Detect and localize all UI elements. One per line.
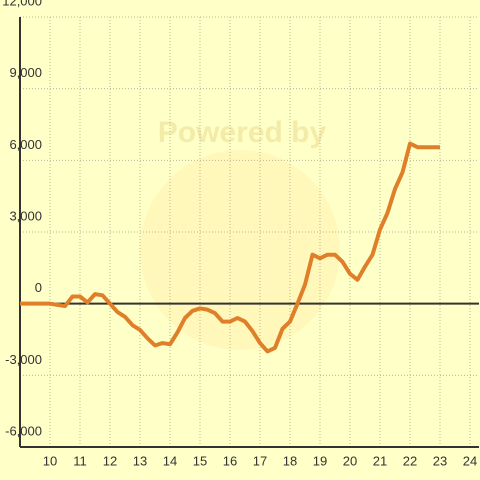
x-tick-label: 20 xyxy=(343,453,357,468)
y-tick-label: -6,000 xyxy=(5,423,42,438)
watermark: Powered by xyxy=(158,116,327,149)
x-tick-label: 11 xyxy=(73,453,87,468)
x-tick-label: 24 xyxy=(463,453,477,468)
x-tick-label: 17 xyxy=(253,453,267,468)
x-tick-label: 18 xyxy=(283,453,297,468)
y-tick-label: 3,000 xyxy=(9,208,42,223)
y-tick-label: 6,000 xyxy=(9,137,42,152)
x-tick-label: 13 xyxy=(133,453,147,468)
x-tick-label: 15 xyxy=(193,453,207,468)
x-tick-label: 12 xyxy=(103,453,117,468)
y-tick-label: 9,000 xyxy=(9,65,42,80)
x-tick-label: 22 xyxy=(403,453,417,468)
x-tick-label: 21 xyxy=(373,453,387,468)
x-tick-label: 10 xyxy=(43,453,57,468)
x-tick-label: 23 xyxy=(433,453,447,468)
line xyxy=(20,141,440,354)
y-tick-label: 0 xyxy=(35,280,42,295)
y-tick-label: 12,000 xyxy=(2,0,42,8)
x-tick-label: 14 xyxy=(163,453,177,468)
x-tick-label: 19 xyxy=(313,453,327,468)
y-tick-label: -3,000 xyxy=(5,352,42,367)
x-tick-label: 16 xyxy=(223,453,237,468)
